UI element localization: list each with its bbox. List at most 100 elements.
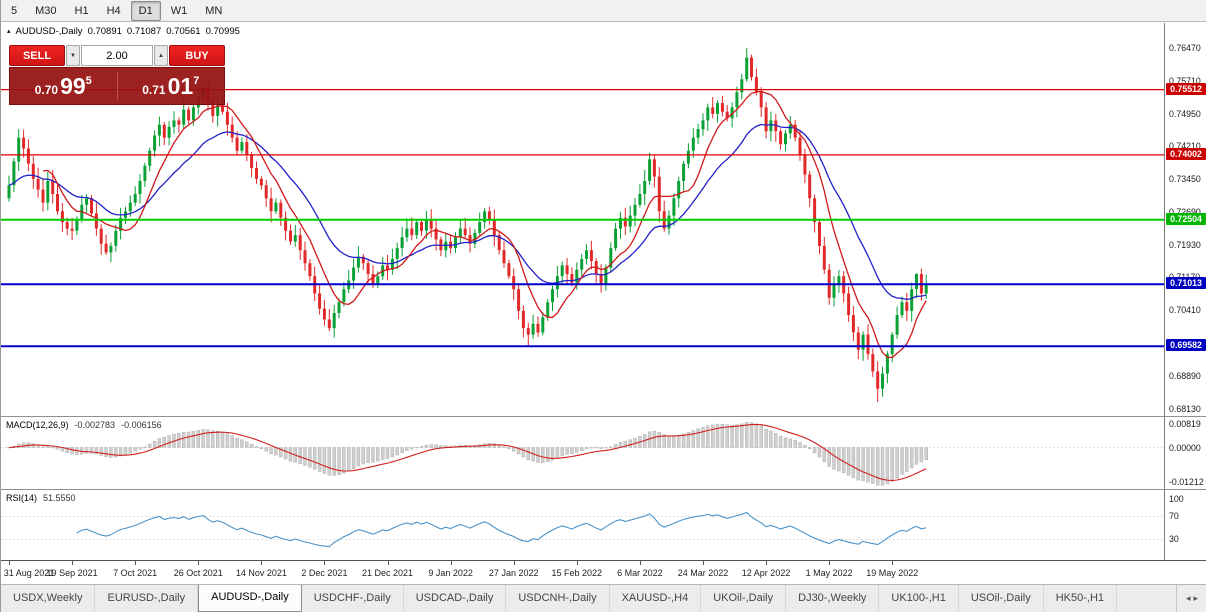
- tab-usdcad-daily[interactable]: USDCAD-,Daily: [404, 585, 507, 612]
- volume-decrease-button[interactable]: ▼: [66, 45, 80, 66]
- tab-scroll-left-icon[interactable]: ◂: [1185, 593, 1191, 603]
- tab-audusd-daily[interactable]: AUDUSD-,Daily: [198, 585, 302, 612]
- rsi-pane-svg: [1, 511, 1164, 548]
- tab-usoil-daily[interactable]: USOil-,Daily: [959, 585, 1044, 612]
- timeframe-button-5[interactable]: 5: [11, 4, 18, 17]
- chart-tabbar: USDX,Weekly EURUSD-,Daily AUDUSD-,Daily USD…: [1, 584, 1206, 612]
- tab-scroll-buttons: ◂ ▸: [1176, 585, 1206, 612]
- timeframe-toolbar: 5 M30 H1 H4 D1 W1 MN: [1, 0, 1206, 22]
- price-tick: 0.70410: [1169, 305, 1201, 316]
- chart-symbol-line: ▴ AUDUSD-,Daily 0.70891 0.71087 0.70561 …: [7, 26, 240, 37]
- date-label: 14 Nov 2021: [235, 568, 287, 578]
- tab-ukoil-daily[interactable]: UKOil-,Daily: [701, 585, 787, 612]
- price-level-badge: 0.71013: [1166, 277, 1206, 290]
- macd-tick: 0.00000: [1169, 442, 1201, 453]
- buy-price-big: 01: [167, 73, 194, 99]
- price-tick: 0.76470: [1169, 43, 1201, 54]
- macd-value-signal: -0.006156: [121, 420, 162, 430]
- sell-price-sup: 5: [85, 75, 92, 87]
- price-tick: 0.68890: [1169, 371, 1201, 382]
- tab-scroll-right-icon[interactable]: ▸: [1193, 593, 1199, 603]
- tab-usdchf-daily[interactable]: USDCHF-,Daily: [302, 585, 404, 612]
- chart-window-icon: ▴: [7, 28, 11, 35]
- tab-usdx-weekly[interactable]: USDX,Weekly: [1, 585, 96, 612]
- date-tick: [766, 561, 768, 565]
- date-tick: [198, 561, 200, 565]
- date-label: 6 Mar 2022: [617, 568, 663, 578]
- price-tick: 0.74210: [1169, 140, 1201, 151]
- date-label: 31 Aug 2021: [3, 568, 55, 578]
- macd-value-main: -0.002783: [74, 420, 116, 430]
- ohlc-close: 0.70995: [205, 26, 240, 37]
- price-scale: 0.76470 0.75710 0.74950 0.74210 0.73450 0.726…: [1164, 23, 1206, 416]
- macd-pane-svg: [1, 422, 1164, 486]
- buy-price-button[interactable]: 0.71 01 7: [118, 71, 225, 101]
- tab-hk50-h1[interactable]: HK50-,H1: [1044, 585, 1118, 612]
- date-label: 21 Dec 2021: [362, 568, 414, 578]
- symbol-title: AUDUSD-,Daily: [15, 26, 83, 37]
- date-tick: [702, 561, 704, 565]
- timeframe-button-w1[interactable]: W1: [170, 4, 188, 17]
- date-label: 26 Oct 2021: [173, 568, 223, 578]
- price-level-badge: 0.69582: [1166, 339, 1206, 352]
- price-tick: 0.73450: [1169, 173, 1201, 184]
- tab-eurusd-daily[interactable]: EURUSD-,Daily: [95, 585, 199, 612]
- date-tick: [639, 561, 641, 565]
- price-tick: 0.71930: [1169, 239, 1201, 250]
- date-label: 1 May 2022: [805, 568, 853, 578]
- macd-label: MACD(12,26,9) -0.002783 -0.006156: [6, 420, 162, 430]
- tab-uk100-h1[interactable]: UK100-,H1: [879, 585, 959, 612]
- sell-price-button[interactable]: 0.70 99 5: [10, 71, 117, 101]
- rsi-name: RSI(14): [6, 493, 38, 503]
- tab-usdcnh-daily[interactable]: USDCNH-,Daily: [506, 585, 610, 612]
- date-tick: [72, 561, 74, 565]
- price-divider: [116, 72, 118, 100]
- date-label: 7 Oct 2021: [113, 568, 158, 578]
- buy-button[interactable]: BUY: [169, 45, 225, 66]
- date-tick: [9, 561, 10, 565]
- volume-increase-button[interactable]: ▲: [154, 45, 168, 66]
- ohlc-open: 0.70891: [87, 26, 122, 37]
- tab-dj30-weekly[interactable]: DJ30-,Weekly: [786, 585, 880, 612]
- date-tick: [324, 561, 326, 565]
- price-tick: 0.74950: [1169, 108, 1201, 119]
- chart-tabbar-tabs: USDX,Weekly EURUSD-,Daily AUDUSD-,Daily USD…: [1, 585, 1176, 612]
- price-level-badge: 0.75512: [1166, 82, 1206, 95]
- macd-scale: 0.00819 0.00000 -0.01212: [1164, 417, 1206, 489]
- date-label: 15 Feb 2022: [551, 568, 603, 578]
- rsi-scale: 100 70 30: [1164, 490, 1206, 560]
- pane-separator[interactable]: [1, 416, 1206, 417]
- ohlc-high: 0.71087: [126, 26, 162, 37]
- tab-xauusd-h4[interactable]: XAUUSD-,H4: [610, 585, 702, 612]
- chart-area: 0.76470 0.75710 0.74950 0.74210 0.73450 0.726…: [1, 23, 1206, 584]
- timeframe-button-m30[interactable]: M30: [35, 4, 57, 17]
- sell-price-prefix: 0.70: [34, 83, 59, 97]
- macd-tick: 0.00819: [1169, 419, 1201, 429]
- rsi-label: RSI(14) 51.5550: [6, 493, 76, 503]
- timeframe-button-h4[interactable]: H4: [106, 4, 121, 17]
- rsi-tick: 30: [1169, 534, 1179, 545]
- sell-button[interactable]: SELL: [9, 45, 65, 66]
- date-tick: [892, 561, 894, 565]
- timeframe-button-d1[interactable]: D1: [130, 0, 161, 21]
- volume-input[interactable]: [81, 45, 153, 66]
- buy-price-prefix: 0.71: [142, 83, 166, 97]
- rsi-tick: 100: [1169, 494, 1184, 504]
- date-label: 24 Mar 2022: [677, 568, 729, 578]
- date-tick: [576, 561, 578, 565]
- date-tick: [450, 561, 452, 565]
- axis-separator: [1, 560, 1206, 561]
- price-tick: 0.72690: [1169, 206, 1201, 217]
- timeframe-button-mn[interactable]: MN: [205, 4, 223, 17]
- date-label: 2 Dec 2021: [301, 568, 348, 578]
- timeframe-button-h1[interactable]: H1: [74, 4, 89, 17]
- date-tick: [261, 561, 263, 565]
- trade-controls-row: SELL ▼ ▲ BUY: [9, 45, 225, 66]
- macd-name: MACD(12,26,9): [6, 420, 69, 430]
- date-tick: [135, 561, 137, 565]
- price-level-badge: 0.74002: [1166, 147, 1206, 160]
- macd-tick: -0.01212: [1169, 477, 1204, 488]
- pane-separator[interactable]: [1, 489, 1206, 490]
- price-level-badge: 0.72504: [1166, 212, 1206, 225]
